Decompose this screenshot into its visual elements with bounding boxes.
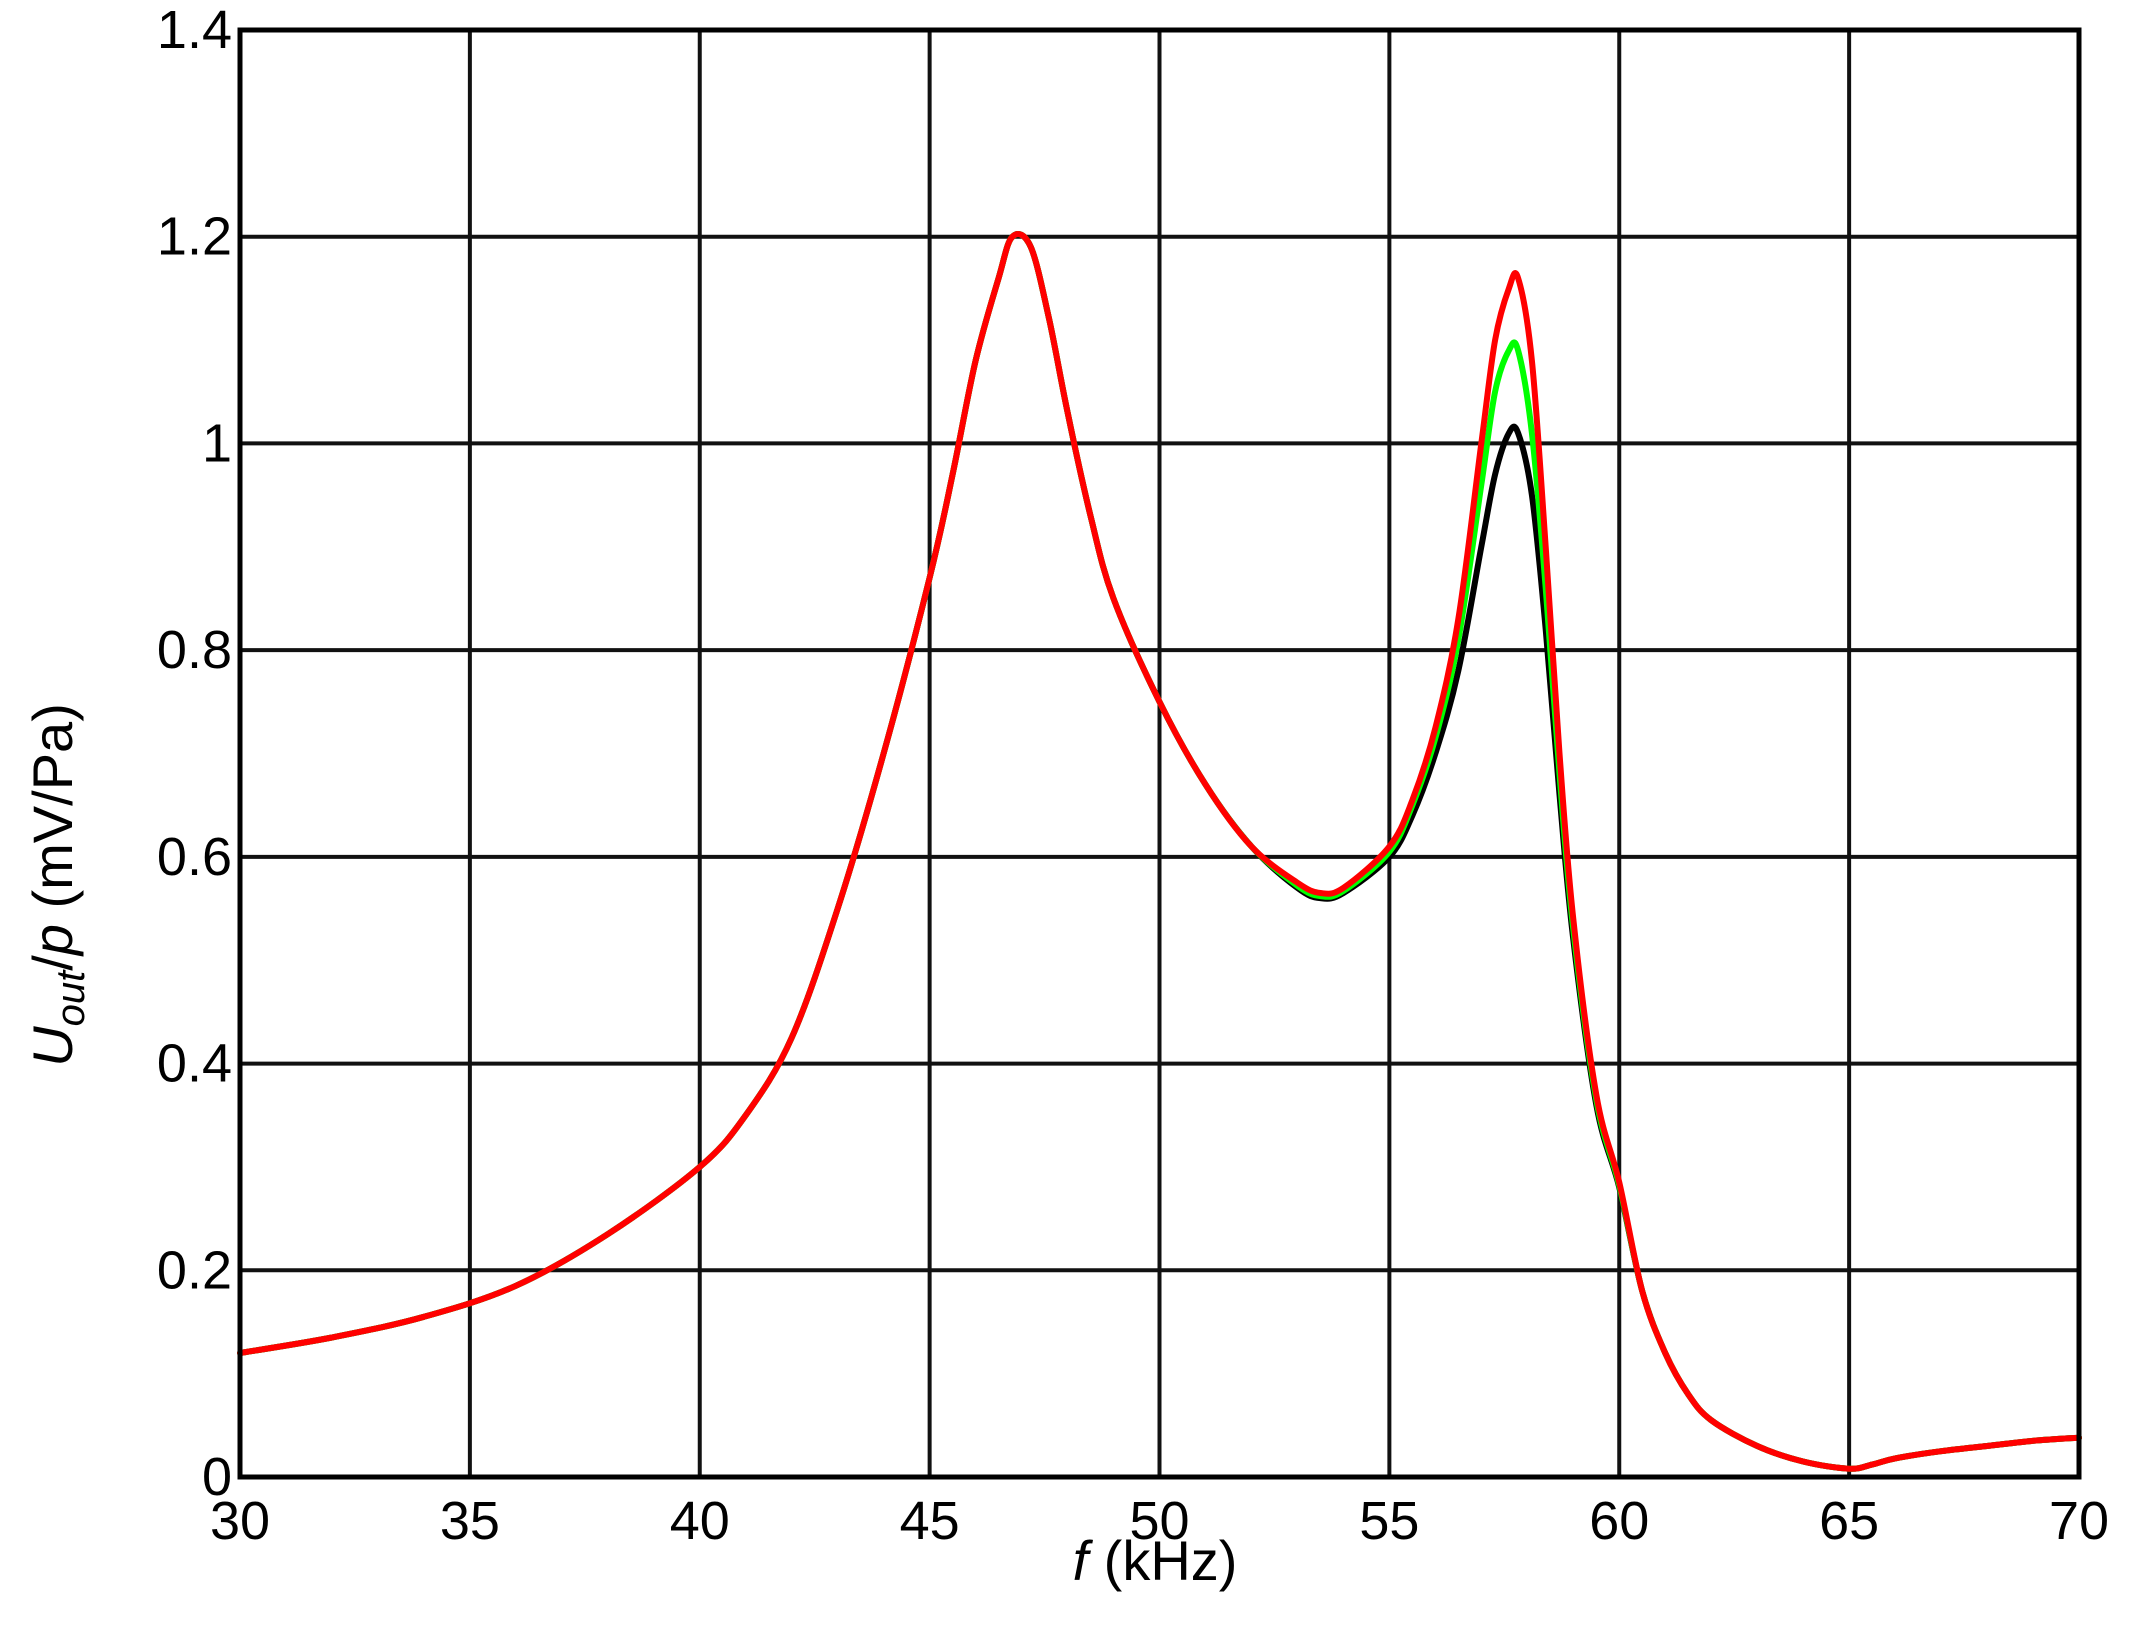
y-axis-label-base: U xyxy=(21,1026,84,1067)
x-tick-label-8: 70 xyxy=(2049,1491,2109,1551)
series-line-2 xyxy=(237,231,2082,1472)
x-tick-label-0: 30 xyxy=(210,1491,270,1551)
x-axis-label-unit: (kHz) xyxy=(1088,1529,1237,1592)
x-tick-label-1: 35 xyxy=(440,1491,500,1551)
y-axis-label-slash: / xyxy=(21,955,84,971)
x-tick-label-6: 60 xyxy=(1589,1491,1649,1551)
y-tick-label-2: 0.4 xyxy=(157,1034,232,1094)
y-axis-label-unit: (mV/Pa) xyxy=(21,703,84,924)
x-tick-label-3: 45 xyxy=(900,1491,960,1551)
x-tick-label-7: 65 xyxy=(1819,1491,1879,1551)
x-tick-label-4: 50 xyxy=(1129,1491,1189,1551)
x-axis-label: f (kHz) xyxy=(1073,1529,1238,1592)
y-tick-label-6: 1.2 xyxy=(157,207,232,267)
y-tick-label-5: 1 xyxy=(202,413,232,473)
y-tick-label-0: 0 xyxy=(202,1447,232,1507)
y-tick-label-3: 0.6 xyxy=(157,827,232,887)
x-tick-label-5: 55 xyxy=(1359,1491,1419,1551)
y-tick-labels: 0 0.2 0.4 0.6 0.8 1 1.2 1.4 xyxy=(157,0,232,1507)
y-axis-label-subscript: out xyxy=(49,969,93,1026)
grid xyxy=(238,28,2081,1479)
series-layer xyxy=(237,231,2082,1472)
y-tick-label-7: 1.4 xyxy=(157,0,232,60)
plot-frame xyxy=(237,27,2082,1480)
y-axis-label-var: p xyxy=(21,924,84,957)
x-tick-labels: 30 35 40 45 50 55 60 65 70 xyxy=(210,1491,2109,1551)
y-tick-label-4: 0.8 xyxy=(157,620,232,680)
x-tick-label-2: 40 xyxy=(670,1491,730,1551)
y-tick-label-1: 0.2 xyxy=(157,1240,232,1300)
y-axis-label: Uout/p (mV/Pa) xyxy=(21,703,93,1067)
